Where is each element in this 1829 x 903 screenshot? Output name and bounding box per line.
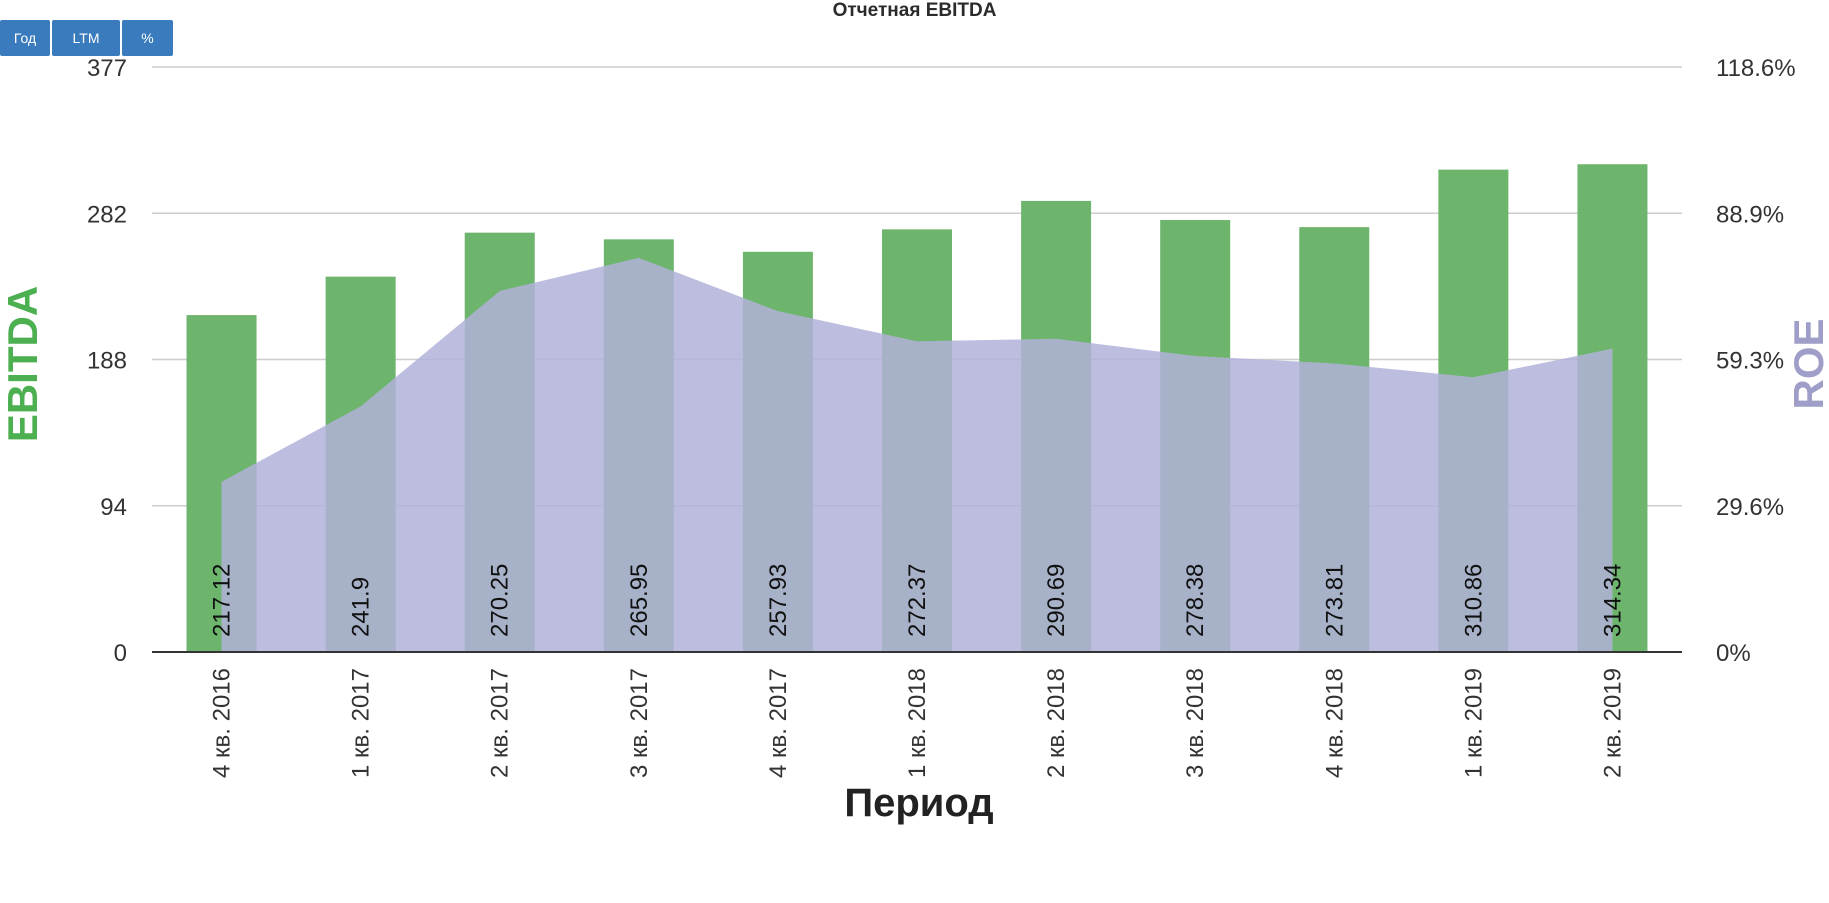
x-tick-label: 1 кв. 2017 [348,668,375,778]
left-tick-label: 282 [87,201,127,228]
x-tick-label: 2 кв. 2017 [487,668,514,778]
right-tick-label: 118.6% [1716,55,1796,82]
bar-value-label: 273.81 [1321,564,1348,637]
percent-button[interactable]: % [122,20,173,56]
roe-area-path [221,257,1613,652]
bar-value-label: 270.25 [487,564,514,637]
x-tick-label: 4 кв. 2017 [765,668,792,778]
x-tick-label: 4 кв. 2018 [1321,668,1348,778]
x-tick-label: 3 кв. 2018 [1182,668,1209,778]
chart-title: Отчетная EBITDA [832,0,997,21]
bar-data-labels: 217.12 241.9 270.25 265.95 257.93 272.37 290.6… [209,564,1627,637]
left-tick-label: 188 [87,348,127,375]
bar-value-label: 257.93 [765,564,792,637]
left-tick-label: 94 [100,494,127,521]
left-axis-title: EBITDA [0,286,46,442]
left-tick-label: 377 [87,55,127,82]
x-tick-label: 3 кв. 2017 [626,668,653,778]
right-tick-label: 0% [1716,640,1751,667]
right-tick-label: 29.6% [1716,494,1784,521]
left-axis-ticks: 0 94 188 282 377 [87,55,127,667]
bar-value-label: 278.38 [1182,564,1209,637]
bar-value-label: 290.69 [1043,564,1070,637]
left-tick-label: 0 [114,640,127,667]
period-toggle-group: Год LTM % [0,20,175,56]
right-tick-label: 88.9% [1716,201,1784,228]
bar-value-label: 265.95 [626,564,653,637]
right-axis-title: ROE [1785,318,1829,409]
bar-value-label: 310.86 [1460,564,1487,637]
x-tick-label: 1 кв. 2018 [904,668,931,778]
ltm-button[interactable]: LTM [52,20,120,56]
x-tick-label: 2 кв. 2019 [1599,668,1626,778]
bar-value-label: 314.34 [1599,564,1626,637]
bar-value-label: 272.37 [904,564,931,637]
bar-value-label: 217.12 [209,564,236,637]
right-tick-label: 59.3% [1716,348,1784,375]
roe-area [221,257,1613,652]
right-axis-ticks: 0% 29.6% 59.3% 88.9% 118.6% [1716,55,1796,667]
x-axis-ticks: 4 кв. 2016 1 кв. 2017 2 кв. 2017 3 кв. 2017… [209,668,1627,778]
x-tick-label: 1 кв. 2019 [1460,668,1487,778]
x-tick-label: 4 кв. 2016 [209,668,236,778]
bar-value-label: 241.9 [348,577,375,637]
year-button[interactable]: Год [0,20,50,56]
x-tick-label: 2 кв. 2018 [1043,668,1070,778]
x-axis-title: Период [844,781,993,825]
